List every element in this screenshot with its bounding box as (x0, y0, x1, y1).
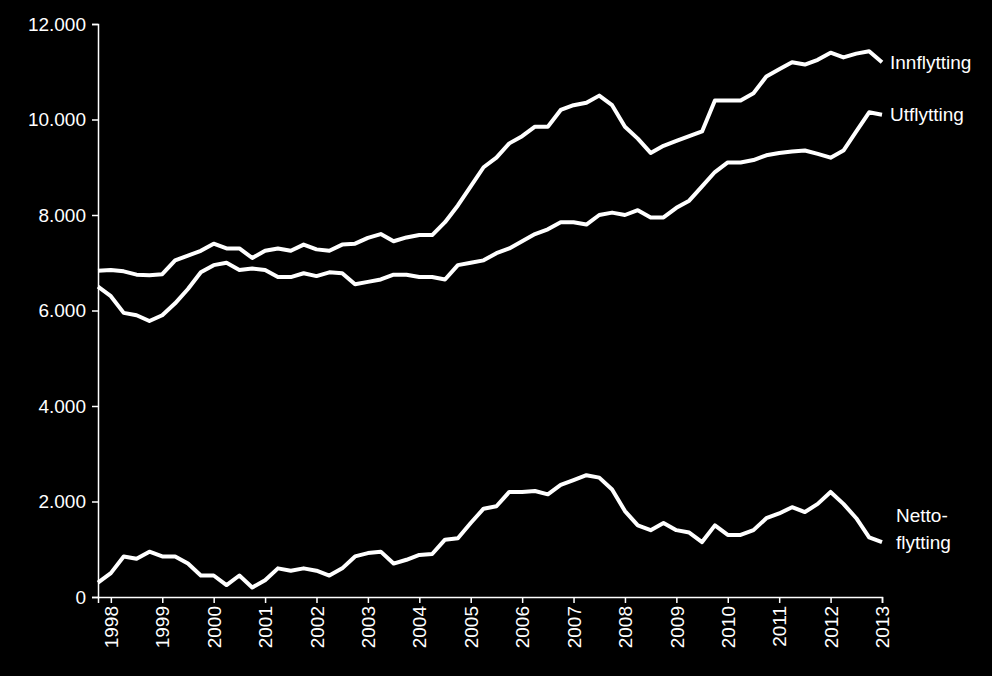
x-tick-label: 1998 (101, 606, 122, 648)
x-tick: 1999 (152, 597, 173, 648)
y-tick-label: 6.000 (38, 300, 86, 321)
x-tick-label: 2003 (358, 606, 379, 648)
y-axis: 0 2.000 4.000 6.000 8.000 10.000 12.000 (28, 14, 99, 608)
x-tick: 2012 (821, 597, 842, 648)
x-tick-label: 2006 (512, 606, 533, 648)
y-tick-mark (92, 406, 98, 408)
x-tick-mark (779, 597, 781, 603)
series-label-part: flytting (896, 532, 951, 553)
x-tick: 2003 (358, 597, 379, 648)
x-tick-mark (316, 597, 318, 603)
x-tick-label: 2012 (821, 606, 842, 648)
x-tick-mark (111, 597, 113, 603)
x-tick: 2008 (615, 597, 636, 648)
y-tick-mark (92, 215, 98, 217)
x-tick-mark (882, 597, 884, 603)
series-line (98, 51, 882, 275)
x-tick-mark (470, 597, 472, 603)
x-tick: 2011 (769, 597, 790, 647)
x-tick: 2009 (667, 597, 688, 648)
x-tick-mark (728, 597, 730, 603)
x-tick-mark (213, 597, 215, 603)
series-line (98, 112, 882, 321)
x-tick-mark (676, 597, 678, 603)
x-tick: 2004 (409, 597, 430, 648)
y-tick-label: 4.000 (38, 396, 86, 417)
series-label: Utflytting (890, 104, 964, 125)
y-tick: 0 (75, 587, 98, 608)
series-label: Innflytting (890, 52, 971, 73)
x-axis: 1998 1999 2000 2001 2002 2003 2004 2005 2006 2007… (99, 597, 894, 648)
y-axis-line (92, 25, 99, 598)
y-tick-mark (92, 501, 98, 503)
x-tick: 2010 (718, 597, 739, 648)
x-tick-label: 1999 (152, 606, 173, 648)
x-tick-mark (265, 597, 267, 603)
y-tick-mark (92, 24, 98, 26)
x-tick-label: 2005 (461, 606, 482, 648)
x-tick-label: 2011 (769, 606, 790, 647)
x-tick-label: 2002 (307, 606, 328, 648)
x-tick-mark (162, 597, 164, 603)
x-tick: 2013 (872, 597, 893, 648)
x-tick-label: 2008 (615, 606, 636, 648)
y-tick-label: 0 (75, 587, 86, 608)
y-tick-mark (92, 310, 98, 312)
plot-area (98, 51, 882, 587)
series-label-part: Innflytting (890, 52, 971, 73)
x-tick-mark (522, 597, 524, 603)
x-tick-label: 2007 (564, 606, 585, 648)
y-tick: 2.000 (38, 491, 98, 512)
x-tick: 2005 (461, 597, 482, 648)
y-tick: 6.000 (38, 300, 98, 321)
series-label-part: Utflytting (890, 104, 964, 125)
x-tick: 2000 (204, 597, 225, 648)
x-tick-label: 2009 (667, 606, 688, 648)
x-tick: 2002 (307, 597, 328, 648)
y-tick: 8.000 (38, 205, 98, 226)
y-tick-mark (92, 119, 98, 121)
y-tick-label: 2.000 (38, 491, 86, 512)
background (0, 0, 992, 676)
x-tick: 2001 (255, 597, 276, 648)
x-tick: 2006 (512, 597, 533, 648)
y-tick: 12.000 (28, 14, 98, 35)
y-tick-label: 12.000 (28, 14, 86, 35)
y-tick-label: 10.000 (28, 109, 86, 130)
x-tick-label: 2013 (872, 606, 893, 648)
series-line (98, 475, 882, 587)
x-tick: 2007 (564, 597, 585, 648)
y-tick-mark (92, 597, 98, 599)
y-tick-label: 8.000 (38, 205, 86, 226)
series-labels: Innflytting Utflytting Netto-flytting (890, 52, 971, 553)
x-tick-label: 2001 (255, 606, 276, 648)
series-label: Netto-flytting (896, 505, 951, 553)
x-tick: 1998 (101, 597, 122, 648)
series-label-part: Netto- (896, 505, 948, 526)
x-tick-mark (573, 597, 575, 603)
x-tick-mark (625, 597, 627, 603)
x-axis-line (99, 598, 883, 604)
x-tick-label: 2010 (718, 606, 739, 648)
y-tick: 4.000 (38, 396, 98, 417)
x-tick-mark (368, 597, 370, 603)
x-tick-label: 2000 (204, 606, 225, 648)
y-tick: 10.000 (28, 109, 98, 130)
x-tick-mark (830, 597, 832, 603)
x-tick-mark (419, 597, 421, 603)
chart: 02.0004.0006.0008.00010.00012.0001998199… (0, 0, 992, 676)
x-tick-label: 2004 (409, 606, 430, 649)
